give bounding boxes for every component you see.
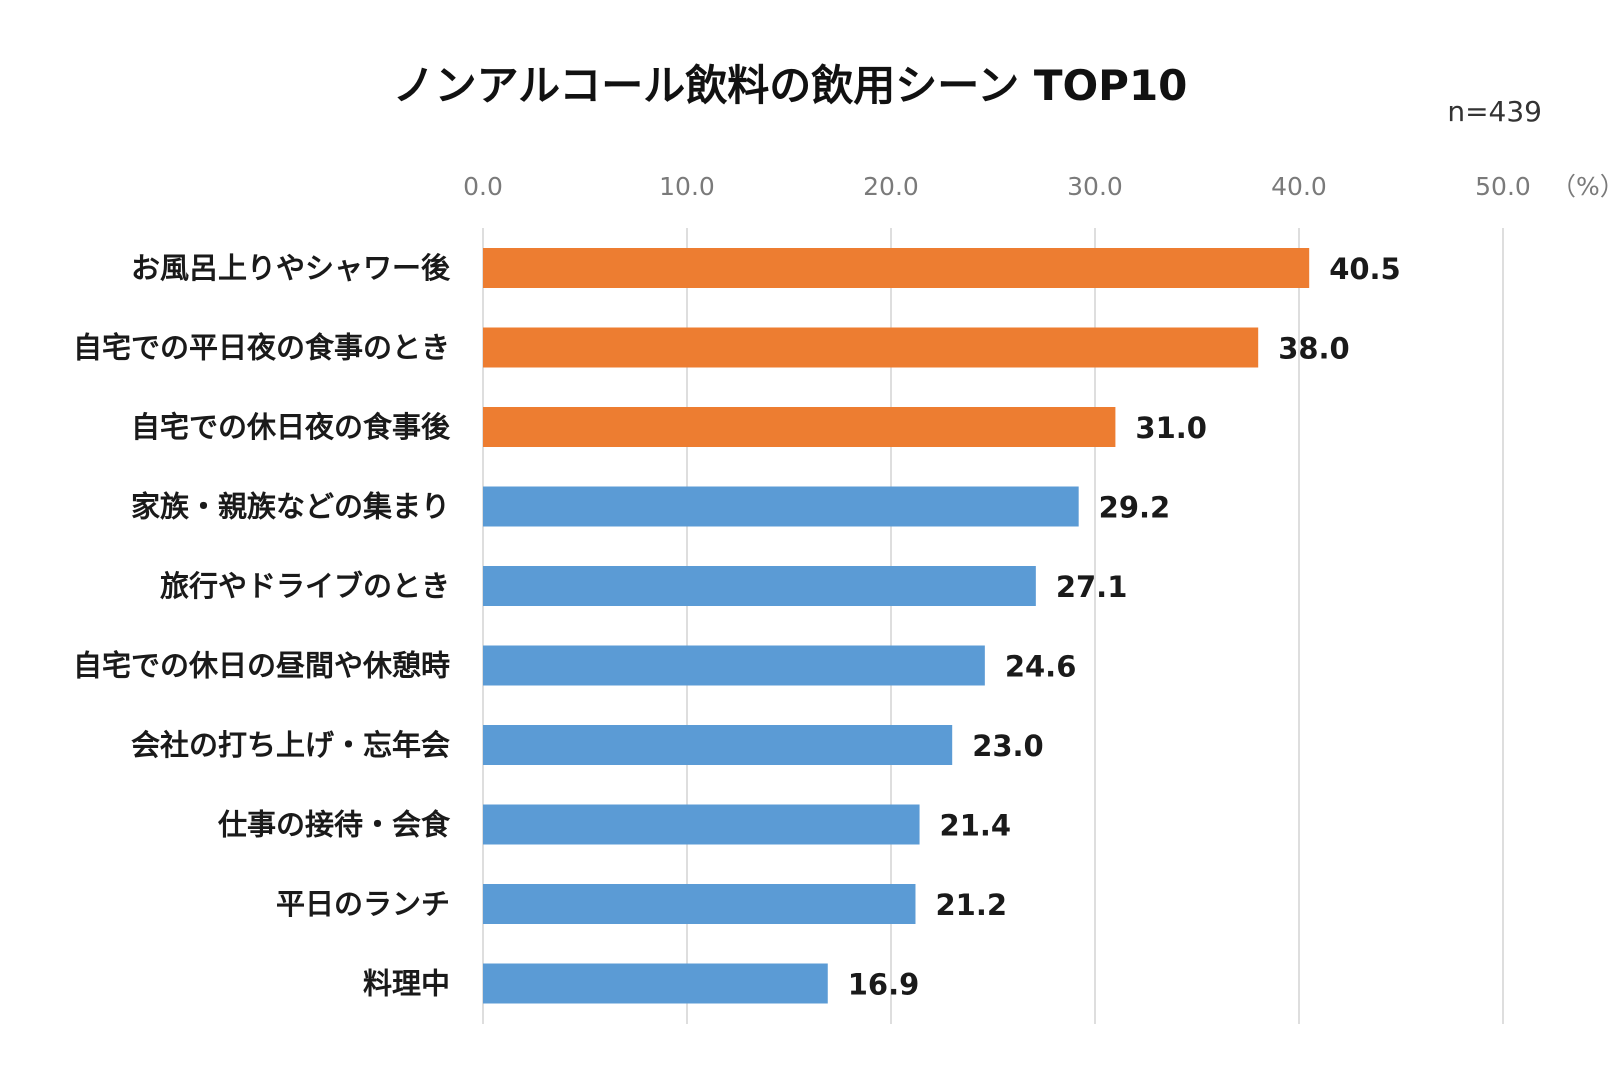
bar bbox=[483, 884, 916, 924]
value-label: 27.1 bbox=[1056, 570, 1128, 604]
value-label: 21.4 bbox=[940, 809, 1012, 843]
category-label: 自宅での休日の昼間や休憩時 bbox=[73, 649, 450, 683]
value-label: 40.5 bbox=[1329, 252, 1401, 286]
value-label: 16.9 bbox=[848, 968, 920, 1002]
bar bbox=[483, 804, 920, 845]
value-label: 29.2 bbox=[1099, 491, 1171, 525]
bar bbox=[483, 725, 953, 765]
chart-title: ノンアルコール飲料の飲用シーン TOP10 bbox=[393, 61, 1188, 110]
category-label: 家族・親族などの集まり bbox=[131, 490, 450, 524]
category-label: 平日のランチ bbox=[276, 887, 450, 921]
x-tick-label: 30.0 bbox=[1067, 172, 1123, 201]
category-label: 料理中 bbox=[363, 967, 450, 1001]
x-tick-label: 10.0 bbox=[659, 172, 715, 201]
value-label: 23.0 bbox=[972, 729, 1044, 763]
category-label: 自宅での休日夜の食事後 bbox=[131, 410, 451, 444]
value-label: 24.6 bbox=[1005, 650, 1077, 684]
x-tick-label: 0.0 bbox=[463, 172, 503, 201]
bar bbox=[483, 486, 1079, 527]
bar bbox=[483, 248, 1310, 288]
value-label: 31.0 bbox=[1135, 411, 1207, 445]
bar bbox=[483, 963, 828, 1004]
unit-label: （%） bbox=[1551, 172, 1617, 201]
x-tick-label: 50.0 bbox=[1475, 172, 1531, 201]
category-label: 仕事の接待・会食 bbox=[217, 808, 451, 842]
bar bbox=[483, 327, 1259, 368]
category-label: 旅行やドライブのとき bbox=[160, 569, 450, 603]
category-label: 自宅での平日夜の食事のとき bbox=[73, 331, 450, 365]
value-label: 38.0 bbox=[1278, 332, 1350, 366]
x-tick-label: 40.0 bbox=[1271, 172, 1327, 201]
bar bbox=[483, 407, 1116, 447]
category-label: お風呂上りやシャワー後 bbox=[131, 251, 451, 285]
bar bbox=[483, 645, 985, 686]
category-label: 会社の打ち上げ・忘年会 bbox=[131, 728, 450, 762]
sample-size: n=439 bbox=[1447, 95, 1542, 128]
x-tick-label: 20.0 bbox=[863, 172, 919, 201]
bar bbox=[483, 566, 1036, 606]
value-label: 21.2 bbox=[935, 888, 1007, 922]
